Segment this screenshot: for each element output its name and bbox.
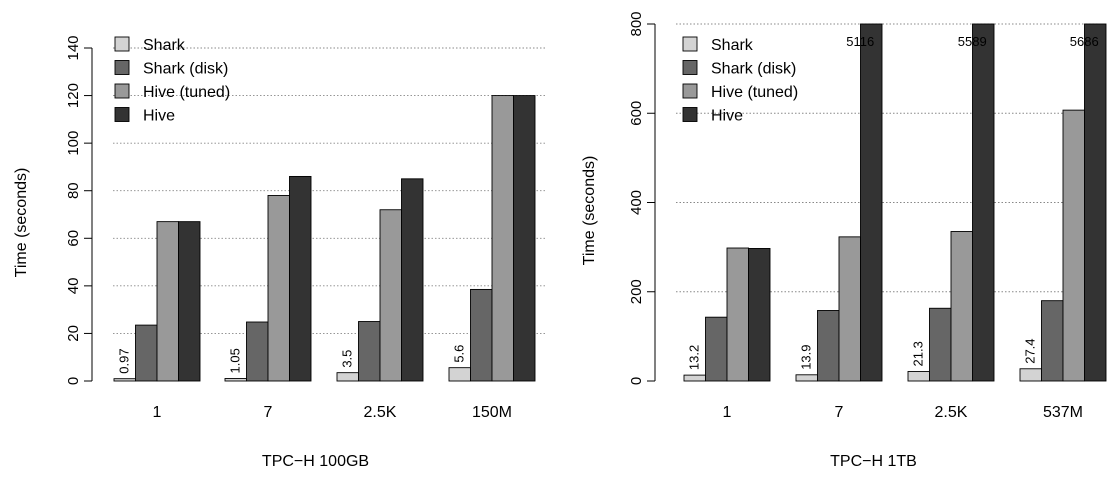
bar: [267, 195, 290, 382]
legend-swatch: [682, 83, 698, 99]
value-label: 13.2: [687, 345, 702, 370]
legend-swatch: [114, 60, 130, 75]
y-tick-label: 0: [628, 377, 645, 385]
bar: [336, 372, 359, 382]
value-label: 1.05: [228, 348, 243, 373]
bar: [379, 209, 402, 382]
bar: [224, 378, 247, 382]
y-tick-label: 100: [65, 131, 82, 156]
bar: [470, 288, 493, 382]
legend-swatch: [114, 36, 130, 52]
chart-panel-1: 0 20 40 60 80 100 120 140 Time (seconds) 1 7 2.5K 15…: [13, 35, 545, 470]
legend-label: Hive (tuned): [143, 84, 230, 101]
x-axis-title: TPC−H 100GB: [262, 453, 369, 470]
bar: [1019, 368, 1042, 382]
legend-swatch: [114, 107, 130, 122]
legend-label: Hive: [711, 108, 743, 125]
bar: [358, 321, 381, 382]
legend-label: Shark: [143, 37, 186, 54]
legend-label: Shark: [711, 37, 754, 54]
bar: [907, 371, 930, 382]
bar: [972, 23, 995, 382]
y-tick-label: 120: [65, 83, 82, 108]
chart-panel-2: 0 200 400 600 800 Time (seconds) 1 7 2.5K 537M 13.…: [581, 11, 1107, 470]
x-tick-label: 1: [153, 404, 162, 421]
y-tick-label: 800: [628, 11, 645, 36]
y-tick-label: 200: [628, 279, 645, 304]
value-label: 3.5: [340, 350, 355, 368]
value-label: 27.4: [1023, 338, 1038, 363]
bar: [178, 221, 201, 382]
legend-swatch: [682, 36, 698, 52]
legend-swatch: [682, 60, 698, 75]
bar: [401, 178, 424, 382]
y-tick-label: 600: [628, 101, 645, 126]
x-tick-label: 537M: [1043, 404, 1083, 421]
bar: [491, 95, 514, 382]
bar: [726, 247, 749, 382]
y-axis-title: Time (seconds): [581, 156, 598, 266]
clipped-bar-label: 5686: [1070, 34, 1099, 49]
legend-label: Hive: [143, 108, 175, 125]
bar: [683, 374, 706, 382]
bar: [950, 231, 973, 382]
bar: [1041, 300, 1064, 382]
y-tick-label: 40: [65, 278, 82, 295]
clipped-bar-label: 5589: [958, 34, 987, 49]
value-label: 21.3: [911, 341, 926, 366]
bar: [1084, 23, 1107, 382]
clipped-bar-label: 5116: [846, 34, 874, 49]
x-axis-title: TPC−H 1TB: [830, 453, 917, 470]
bar: [289, 175, 312, 382]
bar: [705, 316, 728, 382]
bar: [929, 307, 952, 382]
y-tick-label: 20: [65, 325, 82, 342]
y-tick-label: 60: [65, 230, 82, 247]
bar: [113, 378, 136, 382]
bar: [513, 95, 536, 382]
bar: [135, 324, 158, 382]
bar: [1062, 109, 1085, 382]
x-tick-label: 1: [723, 404, 732, 421]
x-tick-label: 2.5K: [364, 404, 397, 421]
y-tick-label: 400: [628, 190, 645, 215]
value-label: 5.6: [452, 345, 467, 363]
legend-swatch: [114, 83, 130, 99]
bar: [448, 367, 471, 382]
bar: [246, 321, 269, 382]
bar: [748, 248, 771, 382]
legend-label: Hive (tuned): [711, 84, 798, 101]
bar: [156, 221, 179, 382]
x-tick-label: 150M: [472, 404, 512, 421]
legend-swatch: [682, 107, 698, 122]
x-tick-label: 7: [835, 404, 844, 421]
y-tick-label: 80: [65, 182, 82, 199]
bar: [817, 310, 840, 382]
y-tick-label: 0: [65, 377, 82, 385]
legend-label: Shark (disk): [143, 61, 228, 78]
value-label: 13.9: [799, 344, 814, 369]
bar: [795, 374, 818, 382]
bar: [860, 23, 883, 382]
bar: [838, 236, 861, 382]
x-tick-label: 7: [264, 404, 273, 421]
y-axis-title: Time (seconds): [13, 168, 30, 278]
x-tick-label: 2.5K: [935, 404, 968, 421]
value-label: 0.97: [117, 348, 132, 373]
legend-label: Shark (disk): [711, 61, 796, 78]
y-tick-label: 140: [65, 35, 82, 60]
